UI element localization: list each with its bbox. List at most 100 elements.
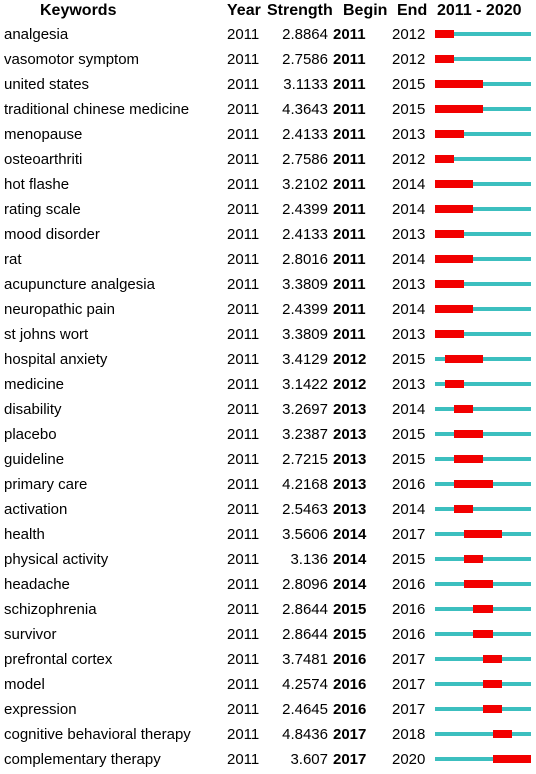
header-keywords: Keywords — [40, 2, 117, 19]
timeline-line — [435, 757, 531, 761]
timeline — [435, 647, 531, 672]
year-cell: 2011 — [227, 576, 260, 593]
strength-cell: 4.2168 — [282, 476, 328, 493]
begin-cell: 2011 — [333, 201, 366, 218]
end-cell: 2014 — [392, 301, 426, 318]
keyword-cell: analgesia — [4, 26, 69, 43]
end-cell: 2013 — [392, 276, 426, 293]
end-cell: 2020 — [392, 751, 426, 768]
keyword-cell: prefrontal cortex — [4, 651, 113, 668]
year-cell: 2011 — [227, 376, 260, 393]
header-end: End — [397, 2, 428, 19]
timeline-line — [435, 732, 531, 736]
year-cell: 2011 — [227, 26, 260, 43]
timeline — [435, 747, 531, 772]
table-row: guideline 2011 2.7215 2013 2015 — [0, 447, 536, 472]
year-cell: 2011 — [227, 426, 260, 443]
begin-cell: 2011 — [333, 101, 366, 118]
timeline-line — [435, 382, 531, 386]
keyword-cell: united states — [4, 76, 90, 93]
year-cell: 2011 — [227, 401, 260, 418]
strength-cell: 2.4133 — [282, 126, 328, 143]
begin-cell: 2011 — [333, 151, 366, 168]
strength-cell: 2.5463 — [282, 501, 328, 518]
year-cell: 2011 — [227, 651, 260, 668]
begin-cell: 2011 — [333, 226, 366, 243]
begin-cell: 2014 — [333, 551, 367, 568]
year-cell: 2011 — [227, 251, 260, 268]
table-row: model 2011 4.2574 2016 2017 — [0, 672, 536, 697]
begin-cell: 2011 — [333, 276, 366, 293]
strength-cell: 3.2387 — [282, 426, 328, 443]
timeline-line — [435, 432, 531, 436]
year-cell: 2011 — [227, 101, 260, 118]
year-cell: 2011 — [227, 226, 260, 243]
begin-cell: 2016 — [333, 651, 367, 668]
timeline — [435, 622, 531, 647]
timeline-line — [435, 232, 531, 236]
strength-cell: 2.8864 — [282, 26, 328, 43]
timeline — [435, 572, 531, 597]
strength-cell: 2.8644 — [282, 601, 328, 618]
timeline — [435, 147, 531, 172]
table-row: osteoarthriti 2011 2.7586 2011 2012 — [0, 147, 536, 172]
timeline — [435, 122, 531, 147]
table-row: hospital anxiety 2011 3.4129 2012 2015 — [0, 347, 536, 372]
table-row: menopause 2011 2.4133 2011 2013 — [0, 122, 536, 147]
begin-cell: 2016 — [333, 701, 367, 718]
timeline — [435, 472, 531, 497]
end-cell: 2017 — [392, 526, 426, 543]
keyword-cell: traditional chinese medicine — [4, 101, 190, 118]
end-cell: 2016 — [392, 601, 426, 618]
begin-cell: 2014 — [333, 576, 367, 593]
burst-bar — [483, 680, 503, 688]
timeline — [435, 372, 531, 397]
end-cell: 2018 — [392, 726, 426, 743]
burst-bar — [435, 55, 455, 63]
year-cell: 2011 — [227, 201, 260, 218]
begin-cell: 2011 — [333, 176, 366, 193]
burst-bar — [483, 705, 503, 713]
end-cell: 2015 — [392, 351, 426, 368]
year-cell: 2011 — [227, 676, 260, 693]
burst-bar — [435, 230, 464, 238]
year-cell: 2011 — [227, 126, 260, 143]
end-cell: 2016 — [392, 576, 426, 593]
strength-cell: 2.4399 — [282, 201, 328, 218]
table-row: headache 2011 2.8096 2014 2016 — [0, 572, 536, 597]
table-row: cognitive behavioral therapy 2011 4.8436 20… — [0, 722, 536, 747]
strength-cell: 4.3643 — [282, 101, 328, 118]
timeline-line — [435, 157, 531, 161]
begin-cell: 2014 — [333, 526, 367, 543]
keyword-cell: menopause — [4, 126, 83, 143]
timeline — [435, 322, 531, 347]
begin-cell: 2011 — [333, 51, 366, 68]
timeline-line — [435, 507, 531, 511]
burst-bar — [435, 330, 464, 338]
strength-cell: 4.8436 — [282, 726, 328, 743]
end-cell: 2013 — [392, 326, 426, 343]
strength-cell: 3.607 — [290, 751, 328, 768]
end-cell: 2015 — [392, 426, 426, 443]
header-strength: Strength — [267, 2, 333, 19]
timeline — [435, 397, 531, 422]
year-cell: 2011 — [227, 451, 260, 468]
keyword-cell: vasomotor symptom — [4, 51, 140, 68]
begin-cell: 2011 — [333, 326, 366, 343]
table-row: survivor 2011 2.8644 2015 2016 — [0, 622, 536, 647]
begin-cell: 2013 — [333, 401, 367, 418]
end-cell: 2017 — [392, 651, 426, 668]
begin-cell: 2011 — [333, 301, 366, 318]
begin-cell: 2011 — [333, 76, 366, 93]
table-row: prefrontal cortex 2011 3.7481 2016 2017 — [0, 647, 536, 672]
begin-cell: 2013 — [333, 476, 367, 493]
year-cell: 2011 — [227, 476, 260, 493]
keyword-cell: headache — [4, 576, 70, 593]
table-row: st johns wort 2011 3.3809 2011 2013 — [0, 322, 536, 347]
strength-cell: 2.7586 — [282, 151, 328, 168]
burst-bar — [454, 505, 474, 513]
header-range: 2011 - 2020 — [437, 2, 522, 19]
timeline-line — [435, 457, 531, 461]
timeline — [435, 672, 531, 697]
